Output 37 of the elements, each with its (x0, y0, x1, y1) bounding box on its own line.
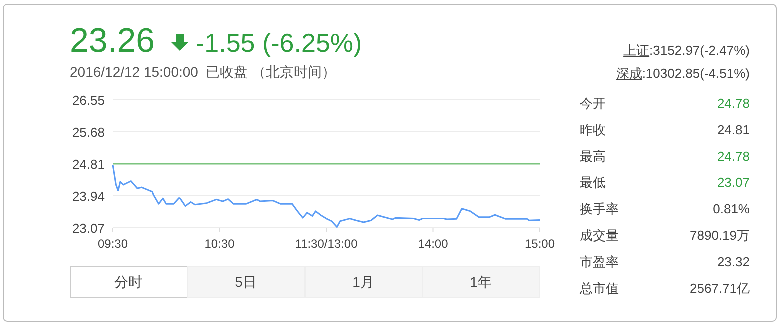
x-tick-label: 15:00 (524, 237, 556, 251)
y-tick-label: 24.81 (72, 157, 105, 172)
text: 0.81% (713, 202, 750, 217)
text: 分时 (114, 274, 142, 290)
text: 23.07 (717, 175, 750, 190)
text: 23.32 (717, 254, 750, 270)
text: 1年 (470, 274, 492, 290)
text: 1月 (352, 274, 374, 290)
text: -1.55 (-6.25%) (196, 28, 362, 58)
text: 今开 (580, 96, 606, 111)
text: :10302.85(-4.51%) (642, 66, 750, 81)
chart-title: 23.26 (70, 22, 156, 60)
text: 深成 (616, 66, 642, 81)
text: 成交量 (580, 228, 619, 243)
x-tick-label: 09:30 (98, 237, 128, 251)
y-tick-label: 23.94 (72, 189, 105, 204)
text: 24.81 (717, 122, 750, 138)
y-tick-label: 26.55 (72, 93, 105, 108)
x-tick-label: 14:00 (418, 237, 449, 251)
text: 昨收 (580, 122, 606, 138)
text: 24.78 (717, 96, 750, 111)
text: 最高 (580, 148, 606, 164)
text: 5日 (235, 274, 257, 290)
y-tick-label: 25.68 (72, 125, 105, 140)
x-tick-label: 11:30/13:00 (295, 237, 358, 251)
text: 市盈率 (580, 254, 619, 270)
x-tick-label: 10:30 (204, 237, 236, 251)
text: 总市值 (579, 280, 619, 296)
chart-subtitle: 2016/12/12 15:00:00 已收盘 （北京时间） (70, 64, 336, 80)
y-tick-label: 23.07 (72, 221, 105, 236)
text: 7890.19万 (690, 228, 750, 243)
text: 最低 (580, 175, 606, 190)
text: 2567.71亿 (690, 280, 750, 296)
text: 上证 (624, 43, 650, 58)
text: :3152.97(-2.47%) (650, 43, 750, 58)
text: 24.78 (717, 148, 750, 164)
text: 换手率 (580, 202, 619, 217)
